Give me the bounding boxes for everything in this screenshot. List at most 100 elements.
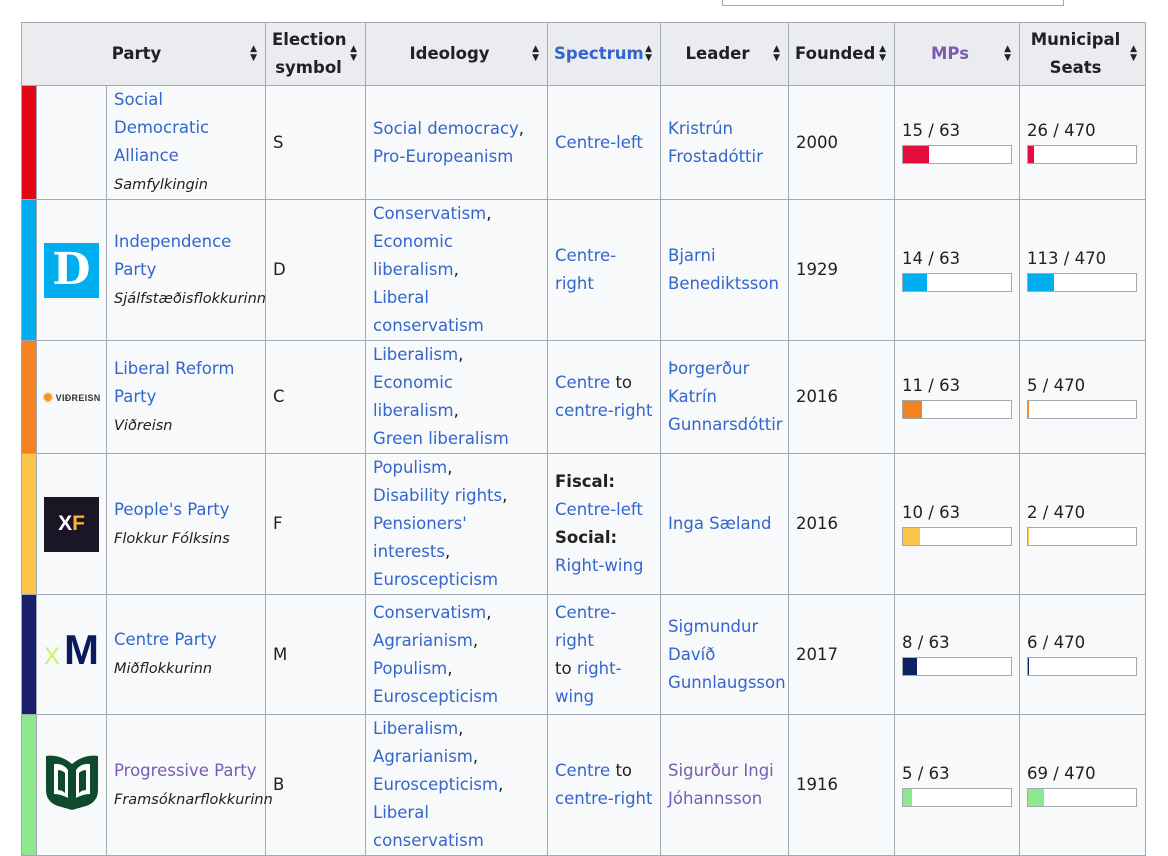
party-name-link[interactable]: Independence — [114, 231, 232, 251]
election-symbol: C — [265, 340, 367, 454]
party-name-link[interactable]: People's Party — [114, 499, 230, 519]
ideology-link[interactable]: Economic liberalism — [373, 373, 454, 420]
spectrum-link[interactable]: Centre-left — [555, 500, 643, 519]
header-founded[interactable]: Founded ▲ ▼ — [788, 22, 896, 86]
leader-link[interactable]: Kristrún — [668, 118, 733, 138]
header-ideology[interactable]: Ideology ▲ ▼ — [365, 22, 549, 86]
sort-arrows-icon[interactable]: ▲ ▼ — [773, 44, 780, 63]
progressive-party-logo[interactable] — [44, 752, 100, 810]
sort-arrows-icon[interactable]: ▲ ▼ — [1130, 44, 1137, 63]
ideology-link[interactable]: Populism — [373, 458, 448, 477]
spectrum-link[interactable]: Centre-right — [555, 246, 617, 293]
leader-cell: Sigmundur Davíð Gunnlaugsson — [660, 594, 790, 715]
party-name-link[interactable]: Progressive Party — [114, 760, 257, 780]
ideology-link[interactable]: Green liberalism — [373, 429, 509, 448]
ideology-separator: , — [447, 658, 453, 678]
party-name-link[interactable]: Liberal Reform — [114, 358, 235, 378]
header-election-symbol[interactable]: Election symbol ▲ ▼ — [265, 22, 367, 86]
party-name-link[interactable]: Party — [114, 386, 157, 406]
election-symbol: F — [265, 453, 367, 595]
ideology-link[interactable]: Liberalism — [373, 345, 459, 364]
sort-arrows-icon[interactable]: ▲ ▼ — [532, 44, 539, 63]
municipal-bar — [1027, 787, 1138, 807]
municipal-bar-fill — [1028, 146, 1034, 163]
leader-link[interactable]: Gunnarsdóttir — [668, 415, 783, 434]
independence-party-logo[interactable]: D — [44, 242, 99, 298]
spectrum-link[interactable]: Centre — [555, 373, 611, 392]
ideology-link[interactable]: Agrarianism — [373, 630, 473, 650]
ideology-separator: , — [472, 630, 479, 650]
ideology-link[interactable]: Euroscepticism — [373, 686, 499, 706]
mps-bar — [902, 526, 1013, 546]
party-native-name: Framsóknarflokkurinn — [114, 791, 273, 808]
leader-link[interactable]: Benediktsson — [668, 274, 779, 293]
ideology-separator: , — [486, 602, 492, 622]
sort-arrows-icon[interactable]: ▲ ▼ — [879, 44, 886, 63]
sort-arrows-icon[interactable]: ▲ ▼ — [350, 44, 357, 63]
leader-link[interactable]: Sigurður Ingi — [668, 761, 774, 780]
leader-link[interactable]: Katrín — [668, 387, 717, 406]
party-name-link[interactable]: Social Democratic — [114, 90, 210, 137]
leader-cell: Þorgerður Katrín Gunnarsdóttir — [660, 340, 790, 454]
leader-link[interactable]: Jóhannsson — [668, 789, 763, 808]
leader-link[interactable]: Sigmundur — [668, 616, 759, 636]
sort-arrows-icon[interactable]: ▲ ▼ — [645, 44, 652, 63]
ideology-link[interactable]: Disability rights — [373, 486, 503, 505]
municipal-cell: 5 / 470 — [1019, 340, 1147, 454]
ideology-cell: Social democracy, Pro-Europeanism — [365, 85, 549, 200]
spectrum-link[interactable]: centre-right — [555, 789, 653, 808]
spectrum-link[interactable]: right-wing — [555, 658, 622, 706]
header-party[interactable]: Party ▲ ▼ — [20, 22, 267, 86]
mps-bar — [902, 787, 1013, 807]
ideology-link[interactable]: Pensioners' interests — [373, 514, 467, 561]
sort-arrows-icon[interactable]: ▲ ▼ — [250, 44, 257, 63]
header-leader[interactable]: Leader ▲ ▼ — [660, 22, 790, 86]
spectrum-link[interactable]: Centre-left — [555, 132, 643, 152]
header-mps[interactable]: MPs ▲ ▼ — [894, 22, 1021, 86]
ideology-link[interactable]: Pro-Europeanism — [373, 146, 514, 166]
ideology-link[interactable]: Conservatism — [373, 204, 487, 223]
party-name-cell: People's Party Flokkur Fólksins — [105, 453, 267, 595]
mps-count: 10 / 63 — [902, 502, 961, 522]
header-mps-link[interactable]: MPs — [931, 44, 970, 63]
sort-arrows-icon[interactable]: ▲ ▼ — [1004, 44, 1011, 63]
centre-logo-m: M — [64, 626, 99, 673]
spectrum-cell: Centre-right — [547, 199, 662, 341]
leader-link[interactable]: Davíð — [668, 644, 716, 664]
party-name-link[interactable]: Party — [114, 259, 157, 279]
party-name-link[interactable]: Centre Party — [114, 630, 217, 649]
ideology-link[interactable]: Social democracy — [373, 118, 519, 138]
mps-count: 14 / 63 — [902, 248, 961, 268]
ideology-link[interactable]: Agrarianism — [373, 747, 473, 766]
leader-link[interactable]: Gunnlaugsson — [668, 672, 786, 692]
mps-bar — [902, 272, 1013, 292]
leader-link[interactable]: Bjarni — [668, 246, 716, 265]
party-name-link[interactable]: Alliance — [114, 146, 179, 165]
header-spectrum[interactable]: Spectrum ▲ ▼ — [547, 22, 662, 86]
vidreisn-logo[interactable]: ✹ VIÐREISN — [42, 384, 100, 412]
mps-bar — [902, 399, 1013, 419]
ideology-link[interactable]: Economic liberalism — [373, 232, 454, 279]
ideology-link[interactable]: Euroscepticism — [373, 570, 499, 589]
ideology-link[interactable]: Liberal conservatism — [373, 803, 484, 850]
ideology-separator: , — [458, 719, 464, 738]
spectrum-link[interactable]: Centre — [555, 761, 611, 780]
spectrum-link[interactable]: Right-wing — [555, 556, 644, 575]
ideology-link[interactable]: Populism — [373, 658, 448, 678]
leader-link[interactable]: Inga Sæland — [668, 514, 772, 533]
founded-year: 1916 — [788, 714, 896, 856]
spectrum-link[interactable]: centre-right — [555, 401, 653, 420]
header-municipal-seats[interactable]: Municipal Seats ▲ ▼ — [1019, 22, 1147, 86]
municipal-bar — [1027, 526, 1138, 546]
ideology-separator: , — [518, 118, 525, 138]
spectrum-link[interactable]: Centre-right — [555, 602, 617, 650]
ideology-link[interactable]: Euroscepticism — [373, 775, 499, 794]
header-spectrum-link[interactable]: Spectrum — [554, 44, 644, 63]
ideology-link[interactable]: Liberal conservatism — [373, 288, 484, 335]
ideology-link[interactable]: Liberalism — [373, 719, 459, 738]
leader-link[interactable]: Frostadóttir — [668, 146, 763, 166]
leader-link[interactable]: Þorgerður — [668, 359, 750, 378]
ideology-link[interactable]: Conservatism — [373, 602, 487, 622]
